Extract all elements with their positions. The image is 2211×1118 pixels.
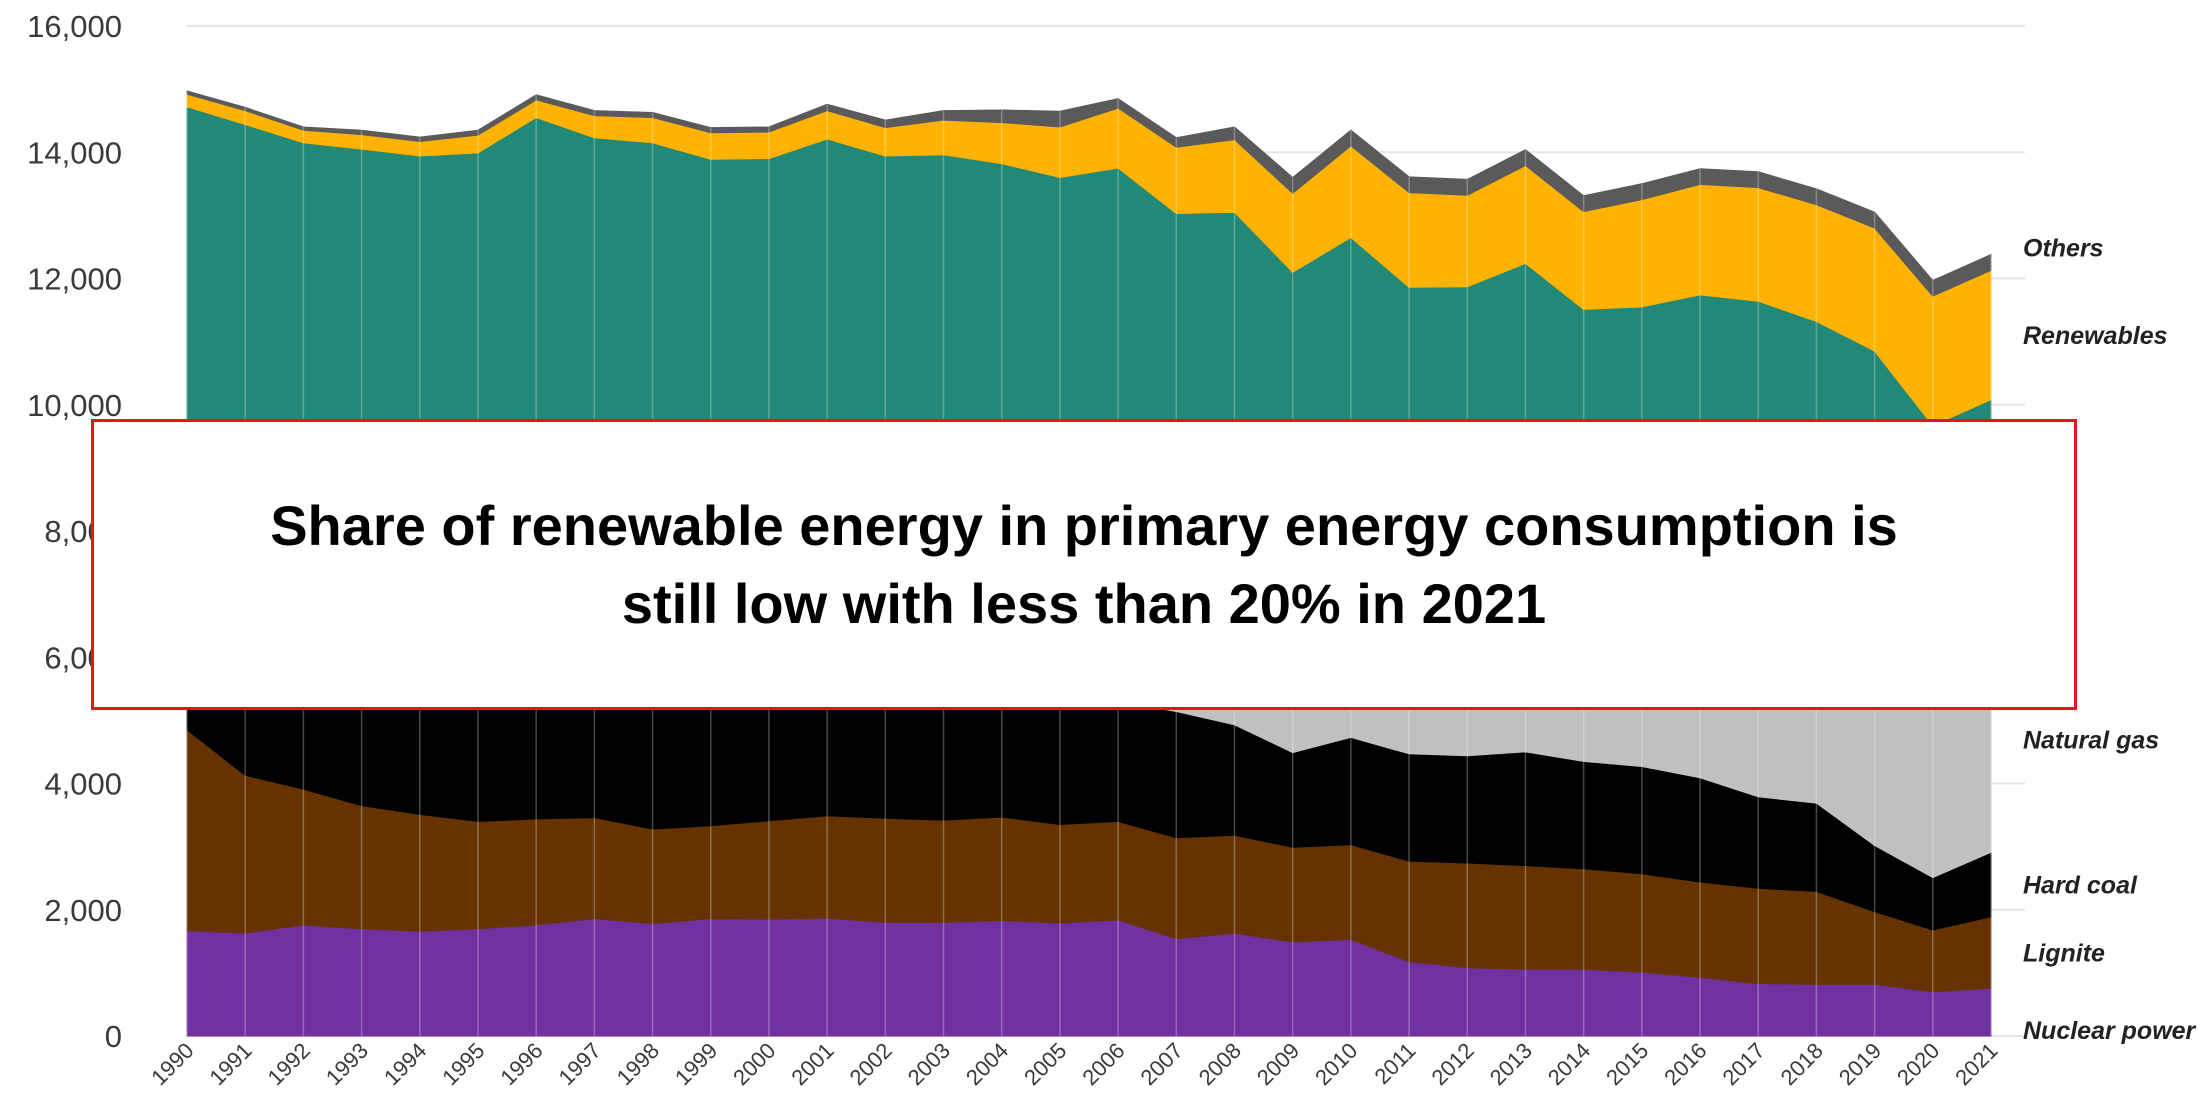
- x-tick-label: 2015: [1601, 1038, 1653, 1090]
- x-tick-label: 2007: [1136, 1038, 1188, 1090]
- x-tick-label: 1991: [204, 1038, 256, 1090]
- x-tick-label: 2018: [1776, 1038, 1828, 1090]
- x-tick-label: 2014: [1543, 1038, 1595, 1090]
- x-tick-label: 2010: [1310, 1038, 1362, 1090]
- x-tick-label: 2003: [903, 1038, 955, 1090]
- x-tick-label: 2012: [1427, 1038, 1479, 1090]
- x-tick-label: 1999: [670, 1038, 722, 1090]
- y-tick-label: 0: [105, 1019, 122, 1054]
- x-tick-label: 2005: [1019, 1038, 1071, 1090]
- y-tick-label: 10,000: [27, 388, 122, 423]
- x-tick-label: 2021: [1950, 1038, 2002, 1090]
- x-tick-label: 2019: [1834, 1038, 1886, 1090]
- y-tick-label: 12,000: [27, 262, 122, 297]
- annotation-text: Share of renewable energy in primary ene…: [270, 487, 1898, 643]
- x-tick-label: 1996: [495, 1038, 547, 1090]
- x-tick-label: 2016: [1659, 1038, 1711, 1090]
- series-label-nuclear-power: Nuclear power: [2023, 1017, 2197, 1045]
- series-label-renewables: Renewables: [2023, 322, 2168, 350]
- x-axis-tick-labels: 1990 1991 1992 1993 1994 1995 1996 1997 1998 1999…: [146, 1038, 2002, 1090]
- x-tick-label: 1997: [554, 1038, 606, 1090]
- y-tick-label: 14,000: [27, 135, 122, 170]
- x-tick-label: 1994: [379, 1038, 431, 1090]
- x-tick-label: 1993: [321, 1038, 373, 1090]
- series-labels: Nuclear power Lignite Hard coal Natural gas…: [2023, 234, 2197, 1045]
- x-tick-label: 1992: [263, 1038, 315, 1090]
- annotation-callout-box: Share of renewable energy in primary ene…: [91, 419, 2077, 710]
- x-tick-label: 2008: [1194, 1038, 1246, 1090]
- x-tick-label: 2002: [845, 1038, 897, 1090]
- x-tick-label: 2020: [1892, 1038, 1944, 1090]
- x-tick-label: 1995: [437, 1038, 489, 1090]
- y-axis-tick-labels: 02,0004,0006,0008,00010,00012,00014,0001…: [27, 9, 122, 1054]
- y-tick-label: 4,000: [44, 767, 122, 802]
- series-label-lignite: Lignite: [2023, 939, 2105, 967]
- x-tick-label: 2011: [1369, 1038, 1420, 1089]
- y-tick-label: 16,000: [27, 9, 122, 44]
- x-tick-label: 1990: [146, 1038, 198, 1090]
- series-label-hard-coal: Hard coal: [2023, 872, 2138, 900]
- x-tick-label: 2009: [1252, 1038, 1304, 1090]
- x-tick-label: 1998: [612, 1038, 664, 1090]
- annotation-line-2: still low with less than 20% in 2021: [621, 571, 1547, 635]
- x-tick-label: 2001: [786, 1038, 838, 1090]
- x-tick-label: 2006: [1077, 1038, 1129, 1090]
- series-label-natural-gas: Natural gas: [2023, 726, 2159, 754]
- area-others: [186, 90, 1992, 297]
- series-label-others: Others: [2023, 234, 2104, 262]
- x-tick-label: 2000: [728, 1038, 780, 1090]
- y-tick-label: 2,000: [44, 893, 122, 928]
- annotation-line-1: Share of renewable energy in primary ene…: [270, 493, 1898, 557]
- x-tick-label: 2013: [1485, 1038, 1537, 1090]
- x-tick-label: 2004: [961, 1038, 1013, 1090]
- x-tick-label: 2017: [1717, 1038, 1769, 1090]
